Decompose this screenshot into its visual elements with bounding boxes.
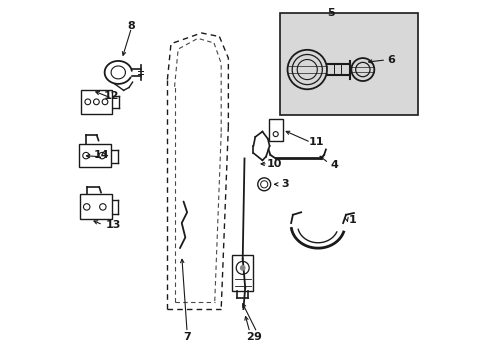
Text: 3: 3 bbox=[281, 179, 288, 189]
Bar bbox=[280, 13, 418, 116]
Text: 11: 11 bbox=[308, 138, 324, 147]
Text: 7: 7 bbox=[183, 332, 191, 342]
Text: 10: 10 bbox=[266, 159, 282, 169]
Bar bbox=[231, 255, 253, 291]
Circle shape bbox=[239, 265, 245, 271]
Bar bbox=[81, 90, 112, 114]
Text: 4: 4 bbox=[330, 159, 338, 170]
Bar bbox=[79, 144, 111, 167]
Text: 13: 13 bbox=[106, 220, 121, 230]
Text: 1: 1 bbox=[347, 215, 355, 225]
Text: 12: 12 bbox=[104, 91, 120, 101]
Bar bbox=[268, 119, 282, 140]
Bar bbox=[80, 194, 112, 220]
Text: 6: 6 bbox=[387, 55, 395, 65]
Text: 9: 9 bbox=[253, 332, 261, 342]
Text: 2: 2 bbox=[245, 332, 253, 342]
Text: 8: 8 bbox=[127, 21, 135, 31]
Text: 14: 14 bbox=[93, 150, 109, 160]
Text: 5: 5 bbox=[326, 8, 334, 18]
